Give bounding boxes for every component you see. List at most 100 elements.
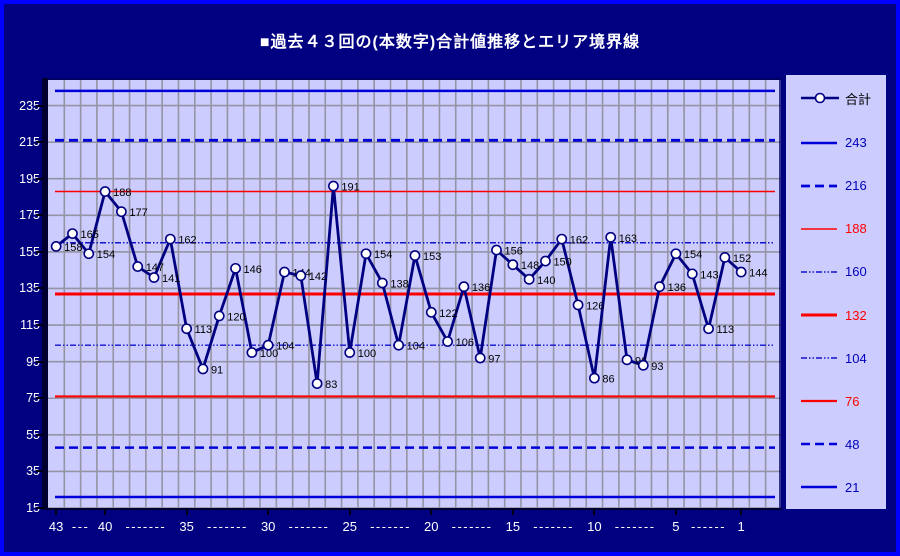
legend-entry-188[interactable]: 188 <box>786 221 886 237</box>
data-point-marker[interactable] <box>197 363 209 375</box>
legend-entry-series[interactable]: 合計 <box>786 89 886 108</box>
data-point-label: 120 <box>227 311 245 323</box>
x-axis-tick-label: 1 <box>737 519 745 534</box>
data-point-marker[interactable] <box>621 354 633 366</box>
data-point-label: 150 <box>553 257 571 269</box>
data-point-marker[interactable] <box>523 273 535 285</box>
legend-entry-76[interactable]: 76 <box>786 393 886 409</box>
x-axis-tick <box>348 510 351 515</box>
plot-area[interactable]: 1581651541881771471411621139112014610010… <box>48 78 781 508</box>
data-point-marker[interactable] <box>491 244 502 256</box>
legend[interactable]: 合計 243 216 188 160 132 104 76 48 21 <box>786 75 886 509</box>
y-axis-tick <box>36 507 43 509</box>
y-axis-tick <box>36 360 43 363</box>
legend-entry-243[interactable]: 243 <box>786 135 886 151</box>
x-axis-tick-label: 15 <box>505 519 521 534</box>
y-axis-tick-label: 55 <box>26 427 40 442</box>
data-point-marker[interactable] <box>686 268 698 280</box>
data-point-marker[interactable] <box>344 347 356 358</box>
data-point-marker[interactable] <box>148 272 160 283</box>
data-point-marker[interactable] <box>115 206 127 218</box>
data-point-marker[interactable] <box>703 323 714 335</box>
y-axis-tick <box>36 104 43 107</box>
data-point-label: 104 <box>407 341 425 353</box>
data-point-marker[interactable] <box>295 270 307 282</box>
data-point-marker[interactable] <box>637 359 649 371</box>
data-point-label: 106 <box>456 337 474 349</box>
data-point-label: 148 <box>521 260 539 272</box>
data-point-marker[interactable] <box>654 281 666 293</box>
data-point-marker[interactable] <box>393 339 405 351</box>
chart-title: ■過去４３回の(本数字)合計値推移とエリア境界線 <box>259 34 641 51</box>
y-axis-tick-label: 95 <box>26 354 40 369</box>
data-point-marker[interactable] <box>67 228 78 240</box>
y-axis-tick <box>36 214 43 217</box>
legend-entry-216[interactable]: 216 <box>786 178 886 194</box>
x-axis-tick <box>740 510 743 515</box>
data-point-marker[interactable] <box>279 266 290 278</box>
data-point-marker[interactable] <box>376 277 388 289</box>
x-axis-tick-label: 40 <box>97 519 113 534</box>
data-point-marker[interactable] <box>474 352 486 364</box>
data-point-label: 153 <box>423 251 441 263</box>
data-point-label: 97 <box>488 353 500 365</box>
data-point-marker[interactable] <box>360 248 372 260</box>
data-point-marker[interactable] <box>328 180 339 192</box>
x-axis-dash-separator: ------- <box>451 519 493 534</box>
data-point-label: 136 <box>668 282 686 294</box>
data-point-label: 86 <box>602 374 614 386</box>
data-point-marker[interactable] <box>442 336 453 347</box>
data-point-marker[interactable] <box>572 299 584 311</box>
data-point-marker[interactable] <box>507 259 519 271</box>
y-axis-tick-label: 235 <box>19 98 40 113</box>
x-axis-dash-separator: ------- <box>370 519 411 534</box>
data-point-marker[interactable] <box>246 347 258 358</box>
x-axis-tick <box>511 510 514 515</box>
data-point-label: 154 <box>374 249 392 261</box>
data-point-marker[interactable] <box>588 372 600 384</box>
data-point-label: 113 <box>195 324 213 336</box>
y-axis-tick-label: 215 <box>19 135 40 150</box>
data-point-marker[interactable] <box>132 261 144 272</box>
x-axis-tick <box>104 510 107 515</box>
y-axis-tick <box>36 397 43 400</box>
x-axis-tick-label: 25 <box>342 519 357 534</box>
y-axis-tick-label: 115 <box>20 318 40 333</box>
data-point-marker[interactable] <box>425 306 437 318</box>
data-point-marker[interactable] <box>262 339 274 351</box>
data-point-marker[interactable] <box>735 266 747 278</box>
data-point-marker[interactable] <box>181 323 193 335</box>
data-point-marker[interactable] <box>99 186 111 197</box>
data-point-marker[interactable] <box>50 241 62 252</box>
data-point-label: 162 <box>178 235 196 247</box>
x-axis-dash-separator: ------- <box>206 519 248 534</box>
legend-entry-21[interactable]: 21 <box>786 479 886 495</box>
data-point-marker[interactable] <box>458 281 470 293</box>
data-point-marker[interactable] <box>164 233 176 245</box>
data-point-marker[interactable] <box>670 248 682 260</box>
data-point-label: 100 <box>260 348 278 360</box>
x-axis-dash-separator: ------- <box>614 519 656 534</box>
legend-entry-132-label: 132 <box>845 307 867 323</box>
data-point-marker[interactable] <box>409 250 421 261</box>
x-axis-tick-label: 5 <box>672 519 680 534</box>
legend-entry-21-sample <box>801 486 837 489</box>
data-point-label: 113 <box>717 324 735 336</box>
data-point-label: 152 <box>733 253 751 265</box>
data-point-marker[interactable] <box>213 310 225 322</box>
data-point-marker[interactable] <box>230 262 241 274</box>
y-axis-tick-label: 155 <box>19 244 40 259</box>
data-point-marker[interactable] <box>540 255 551 267</box>
x-axis-tick-label: 20 <box>424 519 439 534</box>
data-point-marker[interactable] <box>556 233 568 245</box>
data-point-marker[interactable] <box>605 231 617 243</box>
data-point-marker[interactable] <box>719 251 731 263</box>
data-point-marker[interactable] <box>83 248 95 260</box>
legend-entry-48[interactable]: 48 <box>786 436 886 452</box>
y-axis-tick <box>36 287 43 290</box>
data-point-marker[interactable] <box>311 378 323 390</box>
legend-entry-132[interactable]: 132 <box>786 307 886 323</box>
legend-entry-160-label: 160 <box>845 264 867 280</box>
legend-entry-104[interactable]: 104 <box>786 350 886 366</box>
legend-entry-160[interactable]: 160 <box>786 264 886 280</box>
